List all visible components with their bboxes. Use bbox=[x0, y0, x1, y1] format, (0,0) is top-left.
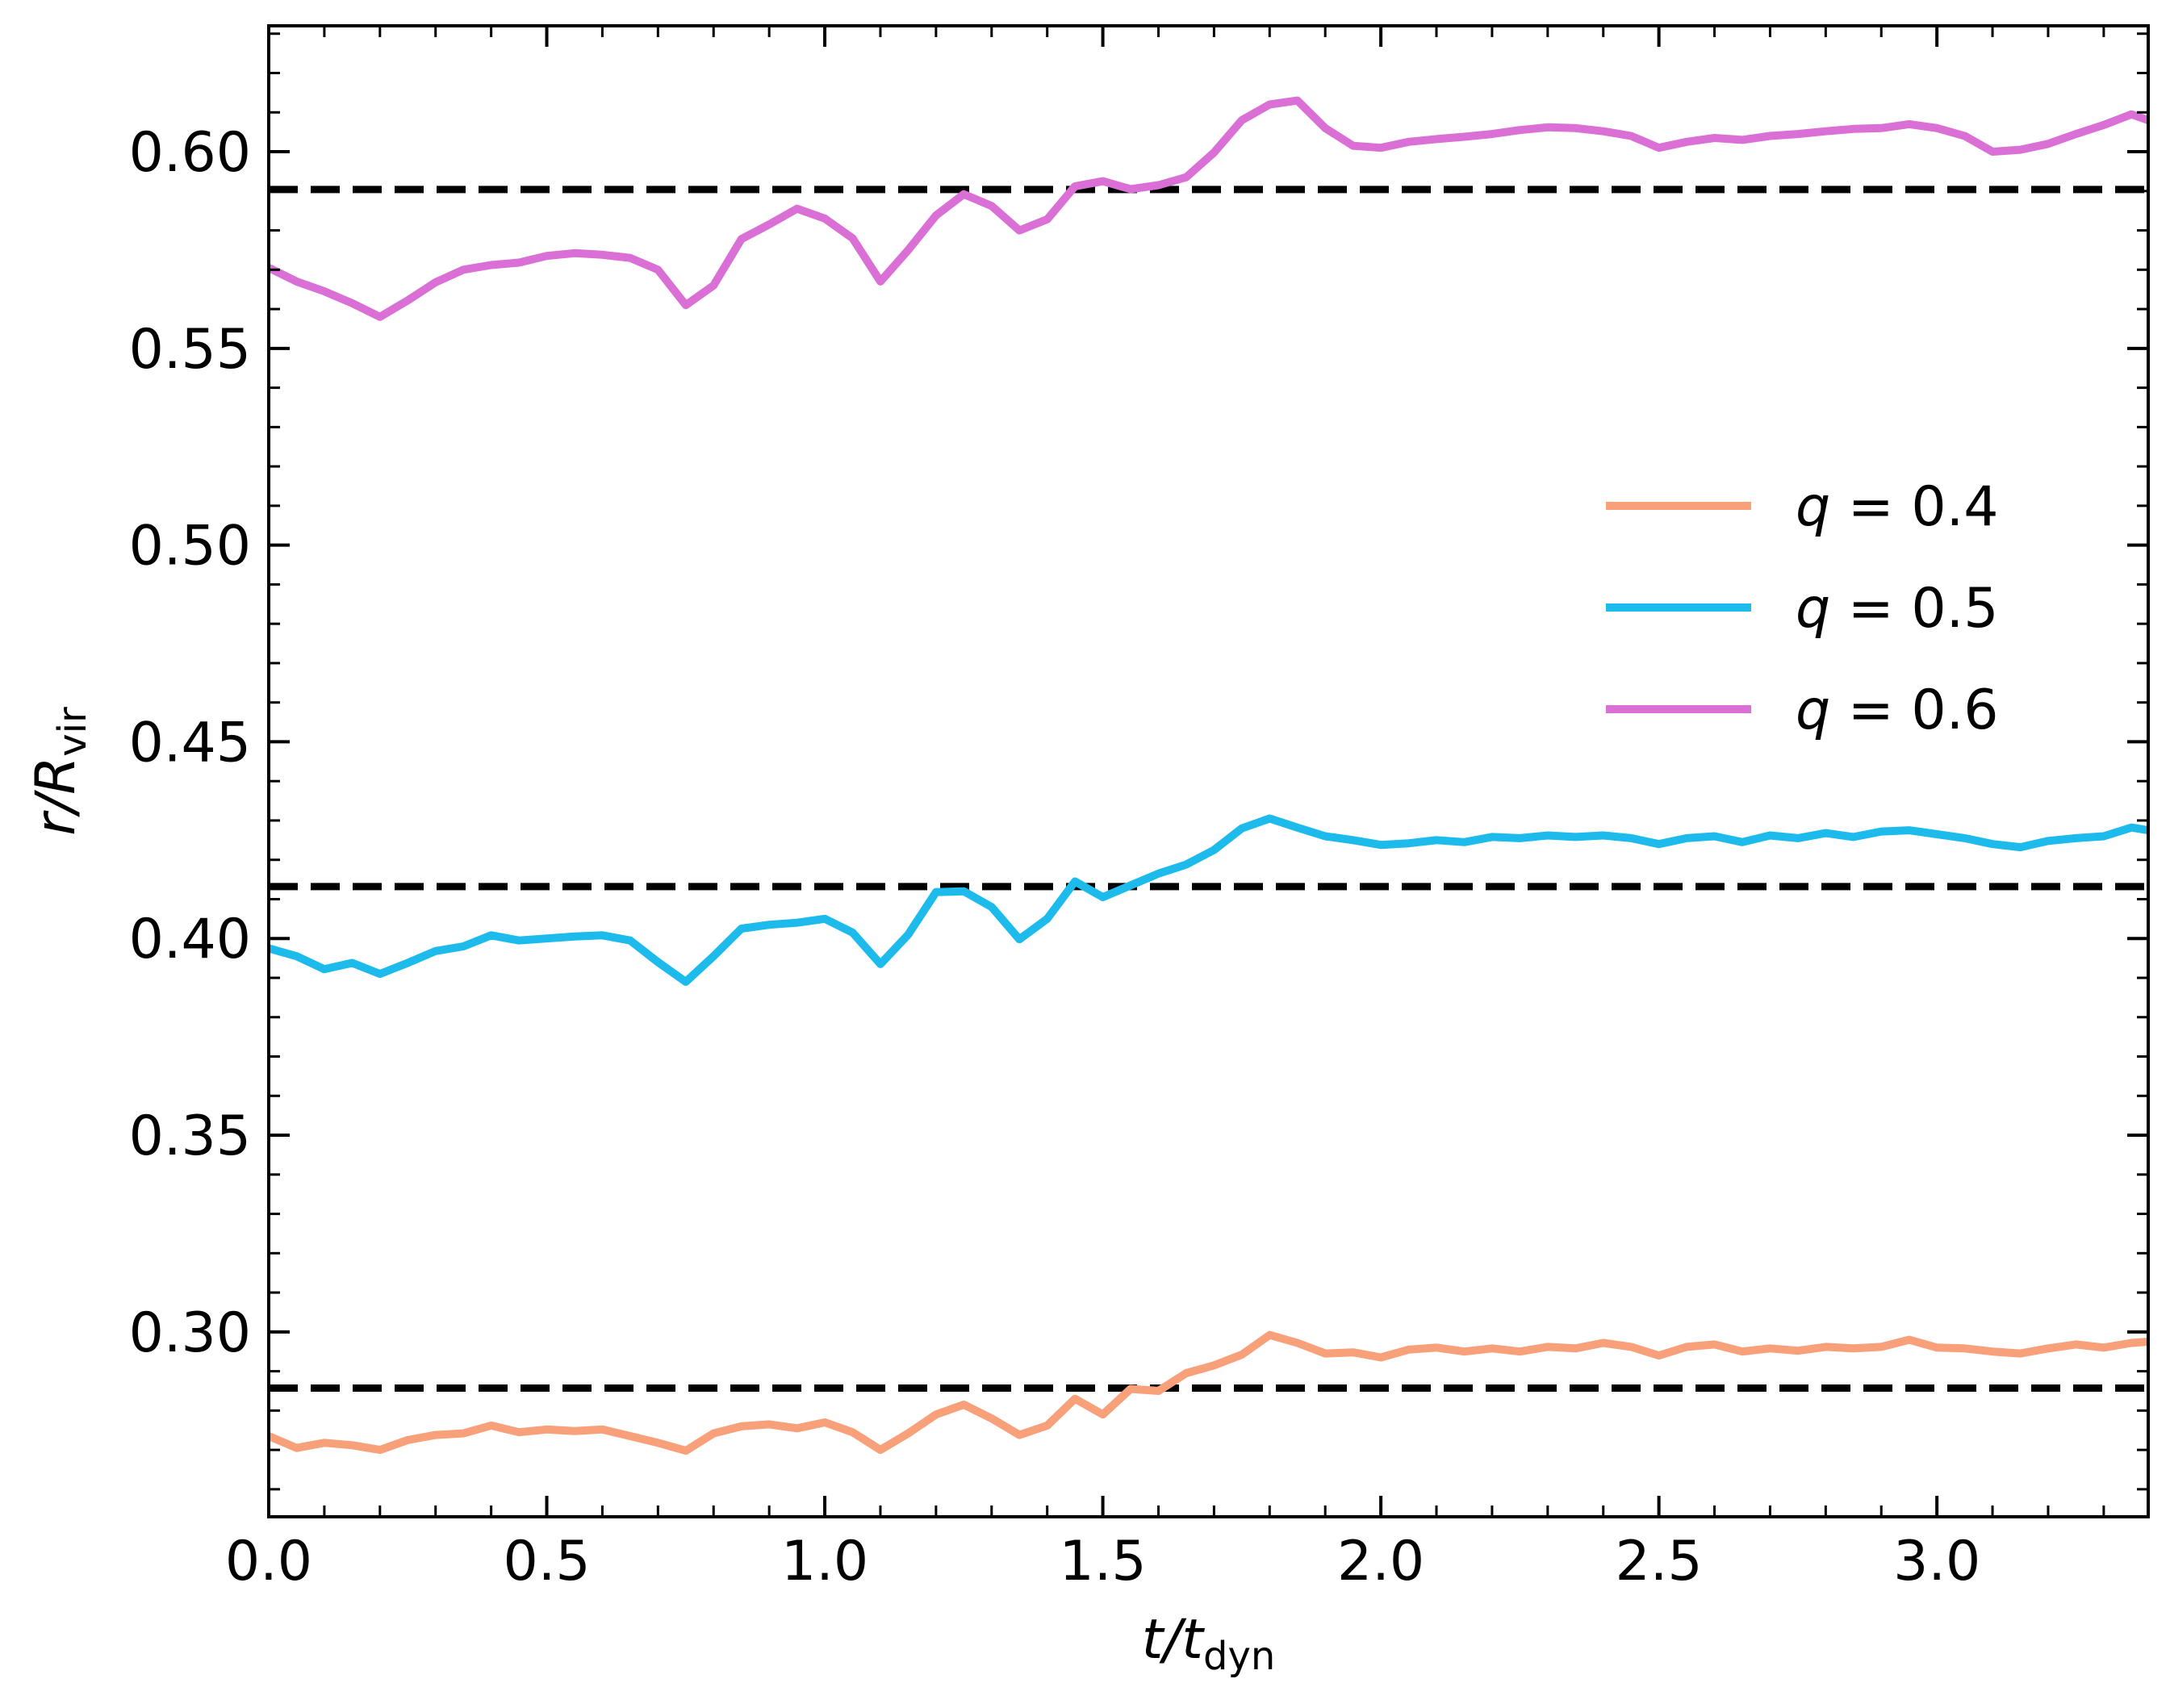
plot-area bbox=[269, 96, 2148, 1455]
plot-frame bbox=[267, 24, 2150, 1518]
y-axis-label-main: r/R bbox=[24, 757, 88, 836]
x-tick-label: 2.5 bbox=[1616, 1530, 1703, 1593]
y-tick-label: 0.55 bbox=[129, 318, 251, 382]
y-tick-label: 0.60 bbox=[129, 121, 251, 185]
y-tick-label: 0.30 bbox=[129, 1301, 251, 1365]
legend: q = 0.4 q = 0.5 q = 0.6 bbox=[1606, 475, 1999, 742]
x-axis-label-main: t/t bbox=[1142, 1608, 1206, 1672]
axis-ticks bbox=[267, 26, 2148, 1517]
series-line-2 bbox=[269, 96, 2148, 321]
x-tick-label: 1.0 bbox=[781, 1530, 868, 1593]
series-line-0 bbox=[269, 1330, 2148, 1455]
y-tick-label: 0.40 bbox=[129, 908, 251, 971]
legend-label-1: q = 0.5 bbox=[1796, 577, 1999, 641]
x-axis-label-subscript: dyn bbox=[1203, 1634, 1275, 1679]
x-tick-label: 0.0 bbox=[225, 1530, 312, 1593]
x-tick-label: 1.5 bbox=[1060, 1530, 1147, 1593]
y-tick-label: 0.45 bbox=[129, 711, 251, 775]
x-tick-label: 0.5 bbox=[503, 1530, 590, 1593]
series-lines bbox=[269, 96, 2148, 1455]
x-axis-label: t/tdyn bbox=[1142, 1608, 1276, 1679]
y-tick-label: 0.50 bbox=[129, 515, 251, 578]
series-line-1 bbox=[269, 814, 2148, 986]
x-tick-label: 3.0 bbox=[1893, 1530, 1980, 1593]
y-axis-label-subscript: vir bbox=[50, 707, 95, 757]
x-tick-label: 2.0 bbox=[1337, 1530, 1424, 1593]
y-axis-label: r/Rvir bbox=[24, 707, 95, 836]
legend-label-2: q = 0.6 bbox=[1796, 679, 1999, 742]
reference-lines bbox=[269, 186, 2148, 1393]
tick-labels: 0.0 0.5 1.0 1.5 2.0 2.5 3.0 0.30 0.35 0.40 0.45 0.5… bbox=[129, 121, 1981, 1593]
y-tick-label: 0.35 bbox=[129, 1105, 251, 1168]
legend-label-0: q = 0.4 bbox=[1796, 475, 1999, 539]
